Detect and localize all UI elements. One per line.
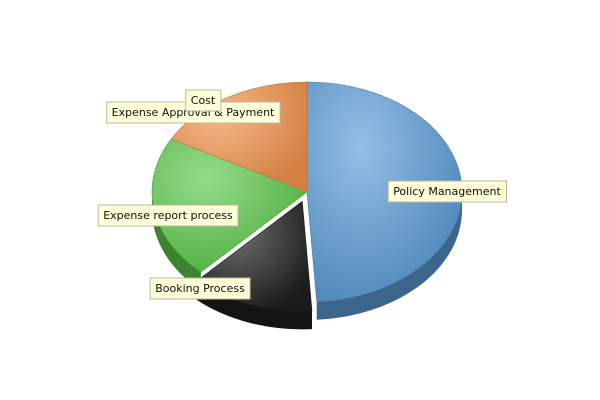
pie-label-text: Cost [191,94,216,107]
pie-label-expense-approval-and-payment: Expense Approval & Payment [106,101,281,124]
pie-sides [152,192,462,330]
pie-label-text: Expense report process [103,209,233,222]
pie-label-box [185,89,222,112]
pie-label-box [149,277,251,300]
pie-label-policy-management: Policy Management [387,180,507,203]
pie-label-expense-report-process: Expense report process [97,204,239,227]
pie-label-cost: Cost [185,89,222,112]
pie-side-expense-report-process [152,192,201,291]
pie-label-box [97,204,239,227]
pie-label-box [387,180,507,203]
pie-label-text: Booking Process [155,282,245,295]
pie-side-policy-management [316,192,462,320]
pie-label-text: Policy Management [393,185,501,198]
pie-labels: Policy Management Booking Process Expense … [97,89,507,300]
pie-label-text: Expense Approval & Payment [112,106,275,119]
pie-side-booking-process [196,281,312,330]
pie-label-booking-process: Booking Process [149,277,251,300]
